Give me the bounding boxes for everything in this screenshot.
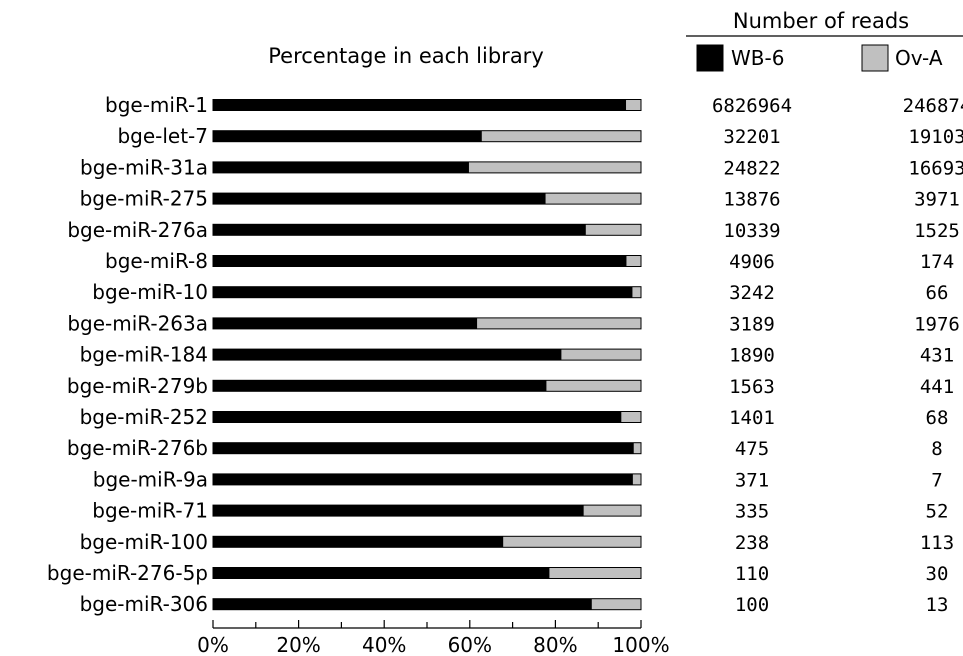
reads-wb-6: 3189 xyxy=(729,313,775,335)
category-label: bge-miR-276-5p xyxy=(47,561,208,585)
legend-label-ov-a: Ov-A xyxy=(895,46,943,70)
bar-wb-6 xyxy=(213,411,622,423)
bar-wb-6 xyxy=(213,598,592,610)
x-tick-label: 20% xyxy=(276,633,320,656)
x-axis: 0% 20% 40% 60% 80% 100% xyxy=(197,620,670,656)
bar-wb-6 xyxy=(213,255,627,267)
reads-ov-a: 3971 xyxy=(914,189,960,211)
bars xyxy=(212,99,642,611)
reads-wb-6: 475 xyxy=(735,438,769,460)
bar-wb-6 xyxy=(213,567,550,579)
reads-wb-6: 24822 xyxy=(723,157,780,179)
reads-ov-a: 441 xyxy=(920,376,954,398)
reads-wb-6: 100 xyxy=(735,594,769,616)
category-label: bge-miR-276b xyxy=(67,436,208,460)
reads-wb-6: 10339 xyxy=(723,220,780,242)
category-label: bge-miR-10 xyxy=(92,280,208,304)
reads-ov-a: 13 xyxy=(926,594,949,616)
category-label: bge-let-7 xyxy=(117,124,208,148)
reads-wb-6: 6826964 xyxy=(712,95,792,117)
category-label: bge-miR-279b xyxy=(67,374,208,398)
bar-wb-6 xyxy=(213,442,634,454)
chart-title: Percentage in each library xyxy=(268,44,544,68)
reads-ov-a: 68 xyxy=(926,407,949,429)
reads-ov-a: 8 xyxy=(931,438,942,460)
reads-wb-6: 371 xyxy=(735,469,769,491)
category-label: bge-miR-100 xyxy=(80,530,208,554)
bar-wb-6 xyxy=(213,286,633,298)
reads-ov-a: 30 xyxy=(926,563,949,585)
table-title: Number of reads xyxy=(733,9,909,33)
reads-wb-6: 1890 xyxy=(729,345,775,367)
reads-ov-a: 1976 xyxy=(914,313,960,335)
reads-wb-6: 110 xyxy=(735,563,769,585)
x-tick-label: 100% xyxy=(612,633,669,656)
category-labels: bge-miR-1 bge-let-7 bge-miR-31a bge-miR-275… xyxy=(47,93,208,616)
reads-ov-a: 16693 xyxy=(908,157,963,179)
bar-wb-6 xyxy=(213,380,547,392)
bar-wb-6 xyxy=(213,349,562,361)
category-label: bge-miR-276a xyxy=(67,218,208,242)
category-label: bge-miR-71 xyxy=(92,499,208,523)
x-tick-label: 0% xyxy=(197,633,229,656)
reads-ov-a: 52 xyxy=(926,501,949,523)
bar-wb-6 xyxy=(213,193,546,205)
legend-swatch-ov-a xyxy=(861,44,889,72)
reads-wb-6: 238 xyxy=(735,532,769,554)
bar-wb-6 xyxy=(213,505,584,517)
bar-wb-6 xyxy=(213,317,478,329)
bar-wb-6 xyxy=(213,161,469,173)
reads-ov-a: 431 xyxy=(920,345,954,367)
category-label: bge-miR-306 xyxy=(80,592,208,616)
bar-wb-6 xyxy=(213,99,627,111)
x-tick-label: 40% xyxy=(362,633,406,656)
reads-wb-6: 335 xyxy=(735,501,769,523)
reads-wb-6: 3242 xyxy=(729,282,775,304)
reads-ov-a: 66 xyxy=(926,282,949,304)
legend-swatch-wb-6 xyxy=(696,44,724,72)
bar-wb-6 xyxy=(213,224,586,236)
reads-ov-a: 113 xyxy=(920,532,954,554)
legend: WB-6 Ov-A xyxy=(696,44,943,72)
bar-wb-6 xyxy=(213,473,633,485)
category-label: bge-miR-9a xyxy=(93,467,208,491)
reads-ov-a: 174 xyxy=(920,251,954,273)
category-label: bge-miR-184 xyxy=(80,343,208,367)
reads-ov-a: 19103 xyxy=(908,126,963,148)
category-label: bge-miR-31a xyxy=(80,155,208,179)
legend-label-wb-6: WB-6 xyxy=(731,46,784,70)
bar-wb-6 xyxy=(213,536,504,548)
reads-wb-6: 1563 xyxy=(729,376,775,398)
reads-table: 6826964 246874 32201 19103 24822 16693 13876 39… xyxy=(712,95,963,616)
reads-wb-6: 13876 xyxy=(723,189,780,211)
category-label: bge-miR-252 xyxy=(80,405,208,429)
bar-wb-6 xyxy=(213,130,482,142)
reads-wb-6: 1401 xyxy=(729,407,775,429)
x-tick-label: 80% xyxy=(533,633,577,656)
category-label: bge-miR-8 xyxy=(105,249,208,273)
reads-wb-6: 32201 xyxy=(723,126,780,148)
category-label: bge-miR-1 xyxy=(105,93,208,117)
x-tick-label: 60% xyxy=(448,633,492,656)
reads-ov-a: 246874 xyxy=(903,95,963,117)
category-label: bge-miR-275 xyxy=(80,187,208,211)
reads-ov-a: 7 xyxy=(931,469,942,491)
category-label: bge-miR-263a xyxy=(67,311,208,335)
reads-wb-6: 4906 xyxy=(729,251,775,273)
reads-ov-a: 1525 xyxy=(914,220,960,242)
